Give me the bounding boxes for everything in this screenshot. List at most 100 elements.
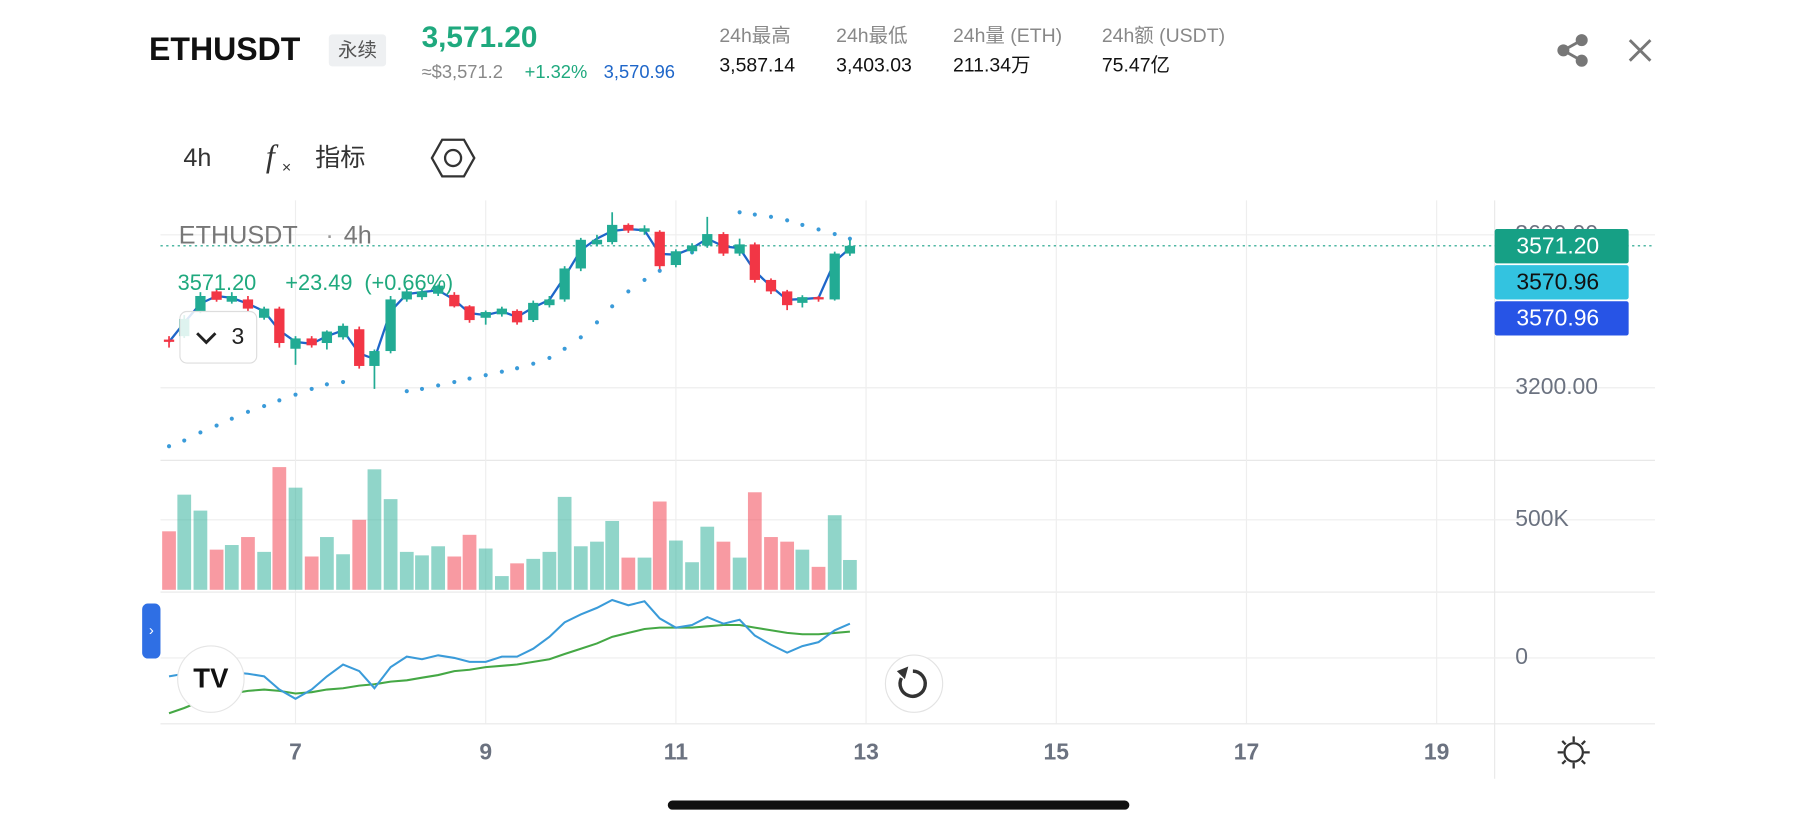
share-icon[interactable] — [1557, 34, 1588, 67]
y-tick-label: 3200.00 — [1515, 373, 1598, 399]
sar-dot — [547, 355, 552, 360]
sar-dot — [198, 430, 203, 435]
sar-dot — [324, 382, 329, 387]
sar-dot — [642, 277, 647, 282]
volume-bar — [447, 556, 462, 590]
mark-price: 3,570.96 — [604, 61, 675, 82]
tv-logo[interactable] — [177, 645, 245, 713]
volume-bar — [669, 540, 683, 590]
sar-dot — [752, 212, 757, 217]
candle-body — [749, 244, 760, 280]
price: 3,571.20 — [422, 21, 538, 54]
sar-dot — [657, 268, 662, 273]
sar-dot — [832, 231, 837, 237]
price-badge-label: 3571.20 — [1516, 232, 1599, 258]
volume-bar — [526, 558, 541, 590]
home-indicator — [667, 800, 1130, 810]
candle-body — [480, 312, 491, 318]
candle-body — [781, 291, 793, 306]
fx-icon-sub: × — [282, 159, 291, 177]
volume-bar — [605, 520, 620, 590]
volume-bar — [224, 545, 239, 590]
price-badge — [1494, 265, 1629, 300]
volume-bar — [542, 551, 557, 590]
interval-button[interactable]: 4h — [183, 144, 211, 172]
volume-bar — [320, 537, 334, 590]
collapse-chevron — [196, 332, 217, 345]
volume-bar — [621, 557, 636, 590]
candle-body — [274, 308, 285, 344]
sar-dot — [847, 236, 852, 241]
volume-bar — [367, 469, 382, 590]
candle-body — [702, 234, 713, 246]
sar-dot — [452, 379, 457, 385]
sar-dot — [800, 222, 805, 227]
stat-value: 3,587.14 — [719, 55, 795, 77]
candle-body — [623, 224, 634, 231]
side-tab[interactable] — [142, 603, 161, 659]
candle-body — [844, 245, 856, 254]
sar-dot — [262, 404, 267, 409]
volume-bar — [193, 510, 208, 590]
volume-bar — [652, 501, 667, 590]
indicators-button[interactable]: 指标 — [315, 144, 365, 172]
volume-bar — [494, 576, 509, 590]
legend-change-pct: (+0.66%) — [364, 270, 453, 295]
x-tick-label: 7 — [289, 739, 302, 765]
volume-bar — [732, 557, 747, 590]
candle-body — [639, 228, 650, 232]
sar-dot — [404, 389, 409, 394]
candle-body — [195, 295, 206, 312]
reset-button[interactable] — [884, 654, 944, 713]
y-tick-label: 0 — [1515, 643, 1528, 669]
sar-dot — [768, 214, 774, 219]
candle-body — [432, 285, 444, 294]
contract-badge — [328, 34, 387, 67]
reset-icon — [898, 669, 927, 699]
candle-body — [321, 331, 333, 344]
candle-body — [337, 325, 349, 338]
legend-close: 3571.20 — [178, 270, 257, 295]
candle-body — [401, 291, 412, 300]
volume-bar — [462, 534, 477, 590]
sar-dot — [293, 392, 298, 397]
volume-bar — [700, 526, 715, 590]
collapse-button[interactable] — [179, 310, 258, 364]
time-settings-icon[interactable] — [1557, 736, 1590, 769]
volume-bar — [843, 559, 857, 590]
settings-icon[interactable] — [430, 138, 476, 178]
candle-body — [496, 308, 508, 315]
stats: 24h最高 3,587.14 24h最低 3,403.03 24h量 (ETH) 211.… — [719, 25, 1225, 77]
sar-dot — [737, 210, 742, 215]
volume-bar — [336, 554, 350, 590]
candle-body — [829, 253, 840, 300]
change: +1.32% — [525, 61, 588, 82]
candle-body — [369, 351, 380, 366]
candle-body — [654, 231, 665, 267]
volume-bar — [827, 515, 842, 590]
volume-bar — [747, 492, 762, 590]
stat-value: 75.47亿 — [1102, 55, 1170, 77]
sar-dot — [816, 227, 821, 232]
sar-dot — [499, 369, 504, 374]
volume-bar — [780, 541, 795, 590]
sar-dot — [610, 304, 615, 309]
fast-line — [168, 598, 851, 700]
x-tick-label: 17 — [1234, 739, 1259, 765]
volume-bar — [590, 541, 604, 590]
sar-dot — [515, 366, 520, 371]
legend-change: +23.49 — [285, 270, 352, 295]
x-tick-label: 11 — [664, 739, 688, 765]
contract: 永续 — [338, 40, 377, 62]
volume-bar — [177, 494, 192, 590]
x-tick-label: 19 — [1424, 739, 1449, 765]
legend-dot: · — [325, 222, 333, 250]
volume-bar — [288, 487, 303, 590]
close-icon[interactable] — [1628, 39, 1652, 62]
volume-bar — [431, 546, 446, 590]
stat-label: 24h量 (ETH) — [953, 25, 1062, 47]
stat-value: 3,403.03 — [836, 55, 912, 77]
sar-dot — [562, 346, 567, 351]
volume-bar — [399, 551, 414, 590]
